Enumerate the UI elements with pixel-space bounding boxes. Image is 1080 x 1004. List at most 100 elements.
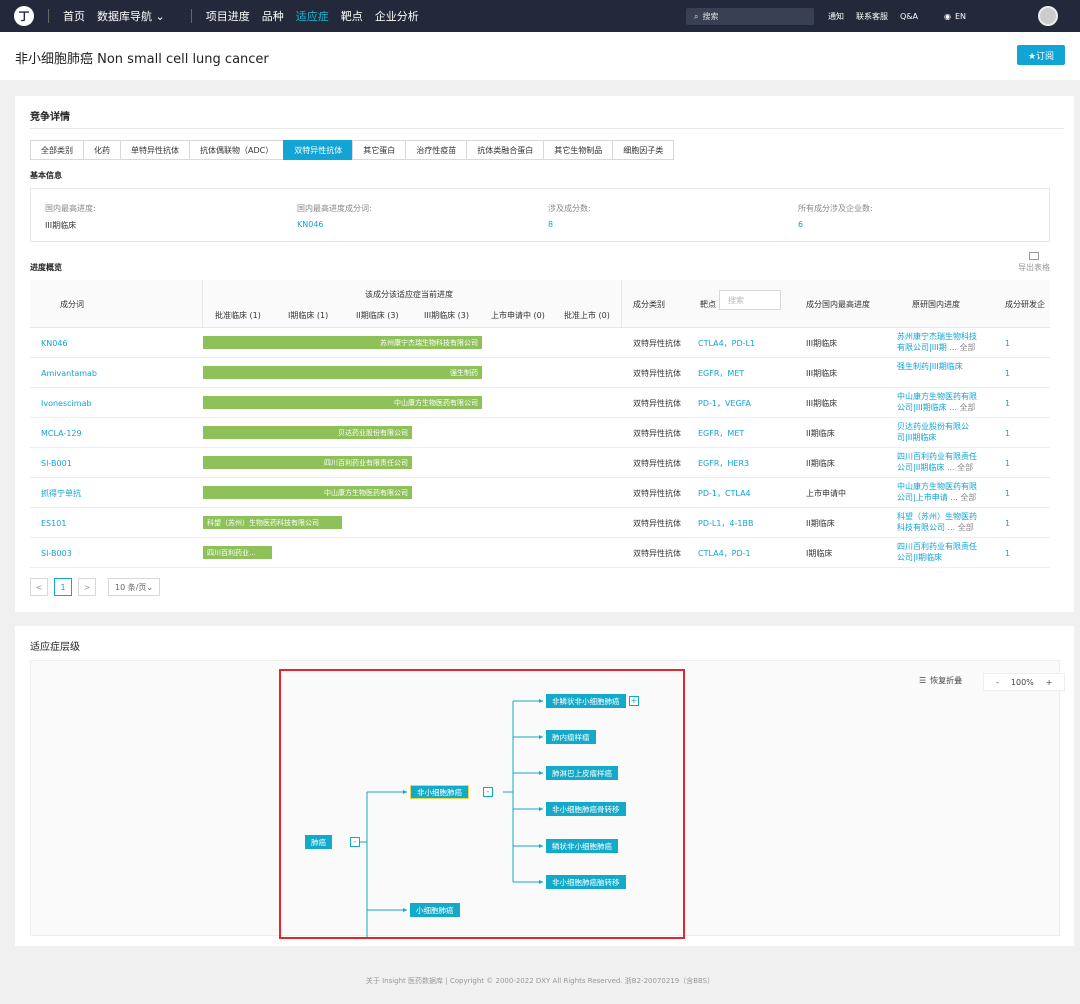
progress-bar[interactable]: 强生制药 — [203, 366, 482, 379]
nav-lang[interactable]: EN — [955, 11, 967, 21]
dev-count-cell[interactable]: 1 — [1005, 458, 1011, 468]
dev-count-cell[interactable]: 1 — [1005, 368, 1011, 378]
tab-category[interactable]: 化药 — [83, 140, 121, 160]
tree-node-level2[interactable]: 非小细胞肺癌骨转移 — [546, 802, 626, 816]
page-size-select[interactable]: 10 条/页⌄ — [108, 578, 161, 596]
component-link[interactable]: SI-B003 — [41, 548, 72, 558]
tree-node-level2[interactable]: 鳞状非小细胞肺癌 — [546, 839, 618, 853]
target-search-input[interactable]: 搜索 — [719, 290, 781, 310]
target-cell[interactable]: PD-1，CTLA4 — [698, 488, 751, 498]
more-link[interactable]: 全部 — [957, 523, 974, 532]
th-stage[interactable]: 批准上市 (0) — [564, 311, 610, 320]
th-stage[interactable]: 批准临床 (1) — [215, 311, 261, 320]
dev-count-cell[interactable]: 1 — [1005, 398, 1011, 408]
tab-category[interactable]: 其它蛋白 — [352, 140, 407, 160]
tab-category[interactable]: 其它生物制品 — [543, 140, 614, 160]
tree-canvas[interactable]: 肺癌 - 非小细胞肺癌 - 小细胞肺癌 非鳞状非小细胞肺癌 + 肺内瘤样瘤 肺淋… — [30, 660, 1066, 939]
dev-count-cell[interactable]: 1 — [1005, 548, 1011, 558]
restore-collapse-button[interactable]: ☰ 恢复折叠 — [919, 675, 962, 686]
target-cell[interactable]: PD-L1，4-1BB — [698, 518, 754, 528]
subscribe-button[interactable]: ★订阅 — [1017, 45, 1065, 65]
globe-icon[interactable]: ◉ — [944, 11, 951, 21]
nav-support[interactable]: 联系客服 — [856, 11, 888, 21]
collapse-toggle[interactable]: - — [483, 787, 493, 797]
expand-toggle[interactable]: + — [629, 696, 639, 706]
nav-projects[interactable]: 项目进度 — [205, 10, 250, 23]
tree-node-level2[interactable]: 非鳞状非小细胞肺癌 — [546, 694, 626, 708]
tree-node-root[interactable]: 肺癌 — [305, 835, 332, 849]
dev-progress-cell[interactable]: 苏州康宁杰瑞生物科技 有限公司|III期 ... 全部 — [897, 331, 989, 353]
dev-progress-cell[interactable]: 强生制药|III期临床 — [897, 361, 989, 372]
progress-bar[interactable]: 四川百利药业... — [203, 546, 272, 559]
tree-node-level2[interactable]: 非小细胞肺癌脑转移 — [546, 875, 626, 889]
info-value-link[interactable]: 8 — [548, 220, 554, 229]
tab-category[interactable]: 抗体类融合蛋白 — [466, 140, 545, 160]
target-cell[interactable]: PD-1，VEGFA — [698, 398, 752, 408]
component-link[interactable]: KN046 — [41, 338, 68, 348]
th-stage[interactable]: II期临床 (3) — [356, 311, 399, 320]
nav-targets[interactable]: 靶点 — [340, 10, 363, 23]
dev-count-cell[interactable]: 1 — [1005, 518, 1011, 528]
tab-category[interactable]: 双特异性抗体 — [283, 140, 354, 160]
tab-category[interactable]: 治疗性疫苗 — [405, 140, 468, 160]
tab-category[interactable]: 单特异性抗体 — [120, 140, 190, 160]
progress-bar[interactable]: 中山康方生物医药有限公司 — [203, 486, 412, 499]
dev-count-cell[interactable]: 1 — [1005, 488, 1011, 498]
tree-node-level1[interactable]: 非小细胞肺癌 — [410, 785, 469, 799]
progress-bar[interactable]: 中山康方生物医药有限公司 — [203, 396, 482, 409]
info-value-link[interactable]: KN046 — [297, 220, 324, 229]
avatar[interactable] — [1038, 6, 1058, 26]
component-link[interactable]: 抓得宁单抗 — [41, 488, 81, 498]
progress-bar[interactable]: 贝达药业股份有限公司 — [203, 426, 412, 439]
prev-page-button[interactable]: < — [30, 578, 48, 596]
th-stage[interactable]: III期临床 (3) — [424, 311, 469, 320]
tab-category[interactable]: 抗体偶联物（ADC） — [189, 140, 285, 160]
dev-progress-cell[interactable]: 中山康方生物医药有限 公司|上市申请 ... 全部 — [897, 481, 989, 503]
th-stage[interactable]: 上市申请中 (0) — [491, 311, 545, 320]
th-stage[interactable]: I期临床 (1) — [288, 311, 329, 320]
dev-count-cell[interactable]: 1 — [1005, 428, 1011, 438]
page-1-button[interactable]: 1 — [54, 578, 72, 596]
dev-progress-cell[interactable]: 中山康方生物医药有限 公司|III期临床 ... 全部 — [897, 391, 989, 413]
tab-category[interactable]: 全部类别 — [30, 140, 84, 160]
target-cell[interactable]: EGFR，MET — [698, 368, 745, 378]
progress-bar[interactable]: 四川百利药业有限责任公司 — [203, 456, 412, 469]
nav-database[interactable]: 数据库导航 ⌄ — [97, 10, 165, 23]
collapse-toggle[interactable]: - — [350, 837, 360, 847]
dev-count-cell[interactable]: 1 — [1005, 338, 1011, 348]
component-link[interactable]: MCLA-129 — [41, 428, 82, 438]
more-link[interactable]: 全部 — [960, 493, 977, 502]
zoom-out-button[interactable]: - — [996, 677, 999, 687]
info-value-link[interactable]: 6 — [798, 220, 804, 229]
progress-bar[interactable]: 科望（苏州）生物医药科技有限公司 — [203, 516, 342, 529]
search-input[interactable]: ⌕ 搜索 — [686, 8, 814, 25]
target-cell[interactable]: CTLA4，PD-1 — [698, 548, 751, 558]
component-link[interactable]: SI-B001 — [41, 458, 72, 468]
dev-progress-cell[interactable]: 四川百利药业有限责任 公司|II期临床 ... 全部 — [897, 451, 989, 473]
dev-progress-cell[interactable]: 四川百利药业有限责任 公司|I期临床 — [897, 541, 989, 563]
more-link[interactable]: 全部 — [959, 343, 976, 352]
nav-qa[interactable]: Q&A — [900, 11, 919, 21]
next-page-button[interactable]: > — [78, 578, 96, 596]
more-link[interactable]: 全部 — [957, 463, 974, 472]
tab-category[interactable]: 细胞因子类 — [612, 140, 675, 160]
progress-bar[interactable]: 苏州康宁杰瑞生物科技有限公司 — [203, 336, 482, 349]
target-cell[interactable]: CTLA4，PD-L1 — [698, 338, 756, 348]
tree-node-level2[interactable]: 肺内瘤样瘤 — [546, 730, 596, 744]
component-link[interactable]: ES101 — [41, 518, 67, 528]
dev-progress-cell[interactable]: 科望（苏州）生物医药 科技有限公司 ... 全部 — [897, 511, 989, 533]
target-cell[interactable]: EGFR，HER3 — [698, 458, 750, 468]
nav-varieties[interactable]: 品种 — [261, 10, 284, 23]
more-link[interactable]: 全部 — [959, 403, 976, 412]
export-button[interactable]: 导出表格 — [1018, 252, 1050, 273]
nav-notify[interactable]: 通知 — [828, 11, 844, 21]
zoom-in-button[interactable]: + — [1045, 677, 1053, 687]
nav-company[interactable]: 企业分析 — [374, 10, 419, 23]
target-cell[interactable]: EGFR，MET — [698, 428, 745, 438]
tree-node-level1[interactable]: 小细胞肺癌 — [410, 903, 460, 917]
nav-home[interactable]: 首页 — [63, 10, 85, 23]
nav-indications[interactable]: 适应症 — [295, 10, 329, 23]
component-link[interactable]: Amivantamab — [41, 368, 98, 378]
tree-node-level2[interactable]: 肺淋巴上皮瘤样癌 — [546, 766, 618, 780]
component-link[interactable]: Ivonescimab — [41, 398, 92, 408]
